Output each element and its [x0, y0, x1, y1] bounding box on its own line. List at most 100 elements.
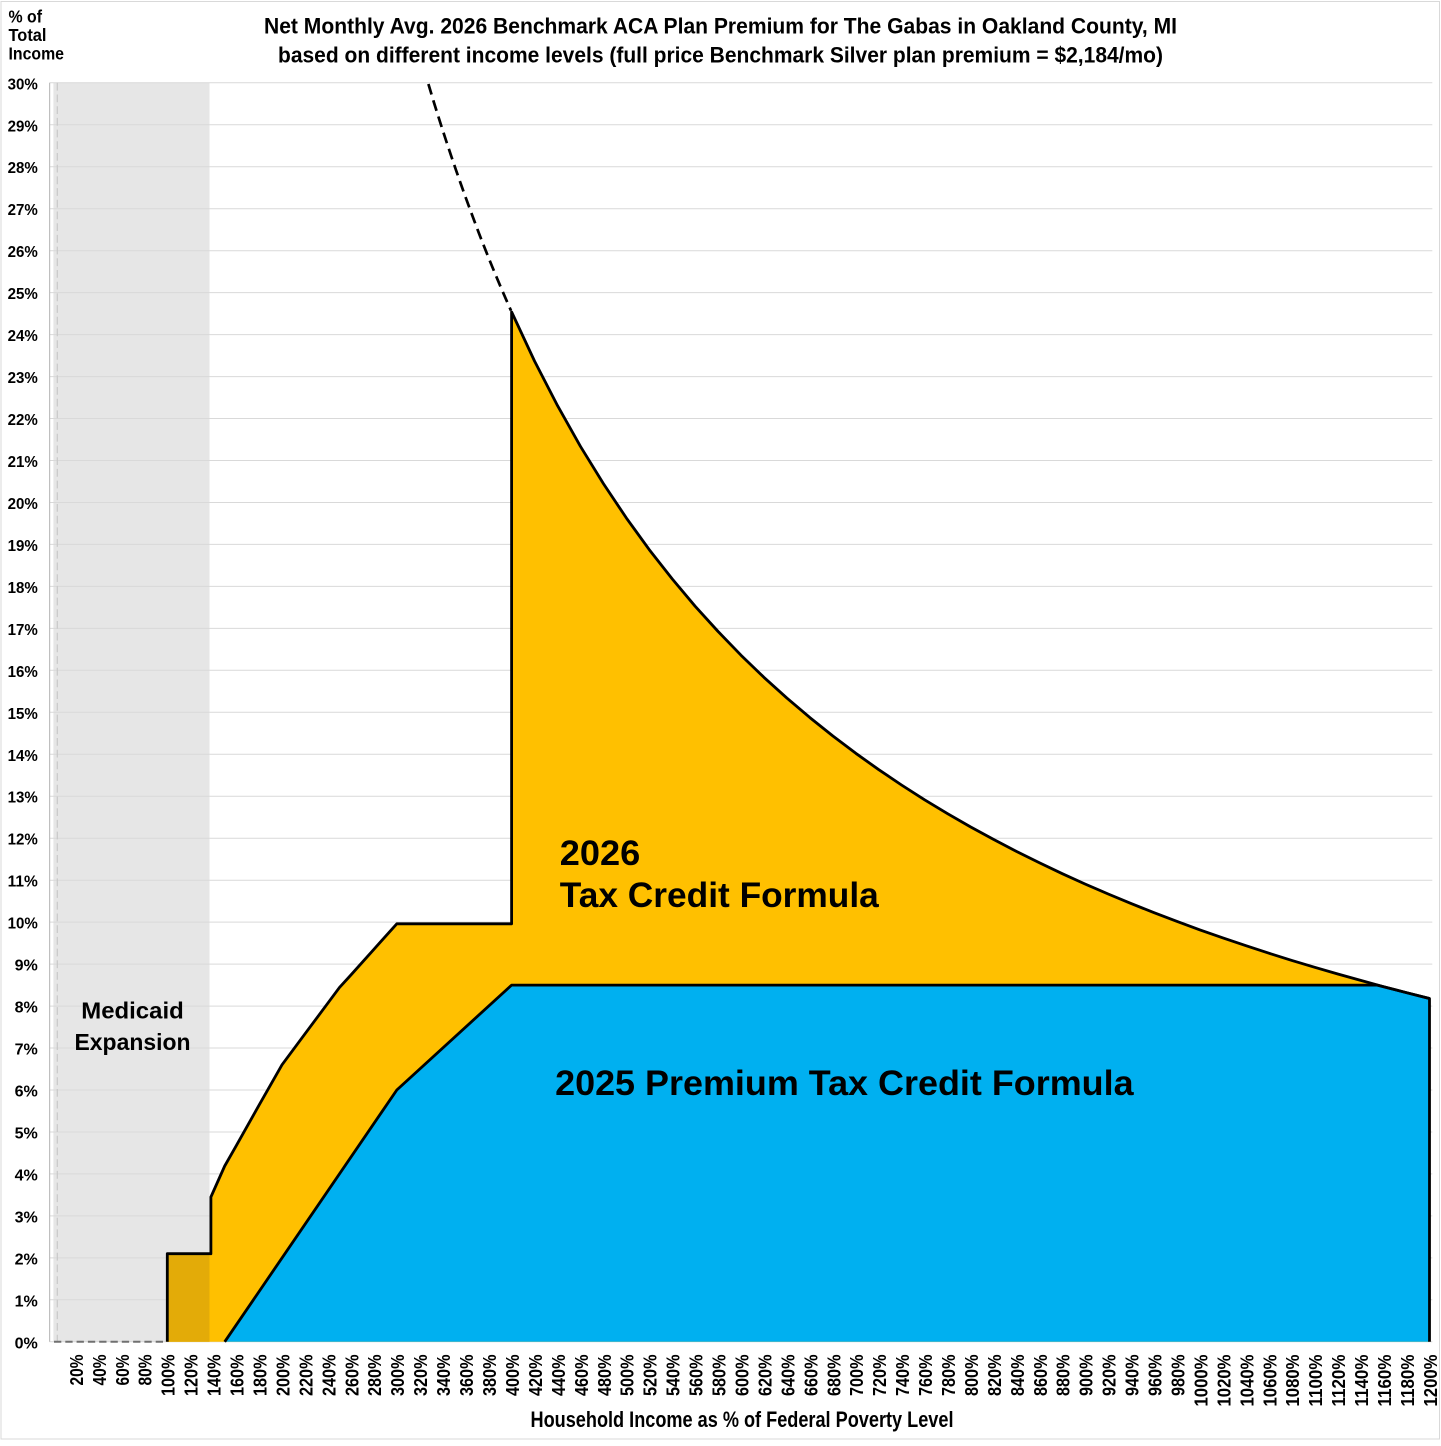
svg-text:10%: 10%: [8, 916, 38, 933]
svg-text:1%: 1%: [15, 1293, 38, 1310]
svg-text:25%: 25%: [8, 286, 38, 303]
svg-text:based on different income leve: based on different income levels (full p…: [278, 43, 1163, 68]
svg-text:30%: 30%: [8, 76, 38, 93]
svg-text:180%: 180%: [251, 1355, 271, 1397]
svg-text:2%: 2%: [15, 1251, 38, 1268]
svg-text:60%: 60%: [113, 1355, 133, 1386]
svg-text:880%: 880%: [1054, 1355, 1074, 1397]
svg-text:860%: 860%: [1031, 1355, 1051, 1397]
svg-text:220%: 220%: [296, 1355, 316, 1397]
svg-text:1120%: 1120%: [1329, 1355, 1349, 1407]
svg-text:660%: 660%: [801, 1355, 821, 1397]
svg-text:1100%: 1100%: [1306, 1355, 1326, 1407]
svg-text:9%: 9%: [15, 958, 38, 975]
svg-text:900%: 900%: [1077, 1355, 1097, 1397]
svg-text:920%: 920%: [1100, 1355, 1120, 1397]
svg-text:4%: 4%: [15, 1167, 38, 1184]
svg-text:760%: 760%: [916, 1355, 936, 1397]
svg-text:Net Monthly Avg. 2026 Benchmar: Net Monthly Avg. 2026 Benchmark ACA Plan…: [264, 14, 1177, 39]
svg-text:1200%: 1200%: [1421, 1355, 1441, 1407]
svg-text:29%: 29%: [8, 118, 38, 135]
svg-text:2026: 2026: [560, 834, 641, 873]
svg-text:19%: 19%: [8, 538, 38, 555]
svg-text:3%: 3%: [15, 1209, 38, 1226]
svg-text:1160%: 1160%: [1375, 1355, 1395, 1407]
svg-text:560%: 560%: [687, 1355, 707, 1397]
svg-text:100%: 100%: [159, 1355, 179, 1397]
svg-text:720%: 720%: [870, 1355, 890, 1397]
svg-text:5%: 5%: [15, 1126, 38, 1143]
svg-text:1140%: 1140%: [1352, 1355, 1372, 1407]
svg-text:2025 Premium Tax Credit Formul: 2025 Premium Tax Credit Formula: [555, 1064, 1134, 1103]
svg-text:7%: 7%: [15, 1042, 38, 1059]
svg-text:840%: 840%: [1008, 1355, 1028, 1397]
svg-text:1020%: 1020%: [1214, 1355, 1234, 1407]
svg-text:480%: 480%: [595, 1355, 615, 1397]
svg-text:420%: 420%: [526, 1355, 546, 1397]
svg-text:440%: 440%: [549, 1355, 569, 1397]
svg-text:140%: 140%: [205, 1355, 225, 1397]
svg-text:20%: 20%: [8, 496, 38, 513]
svg-text:24%: 24%: [8, 328, 38, 345]
svg-text:940%: 940%: [1123, 1355, 1143, 1397]
svg-text:22%: 22%: [8, 412, 38, 429]
svg-text:540%: 540%: [664, 1355, 684, 1397]
svg-text:Tax Credit Formula: Tax Credit Formula: [560, 876, 880, 915]
svg-text:740%: 740%: [893, 1355, 913, 1397]
svg-text:700%: 700%: [847, 1355, 867, 1397]
svg-text:17%: 17%: [8, 622, 38, 639]
svg-text:620%: 620%: [755, 1355, 775, 1397]
svg-text:520%: 520%: [641, 1355, 661, 1397]
svg-text:340%: 340%: [434, 1355, 454, 1397]
svg-text:80%: 80%: [136, 1355, 156, 1386]
svg-text:960%: 960%: [1146, 1355, 1166, 1397]
svg-text:240%: 240%: [319, 1355, 339, 1397]
svg-text:28%: 28%: [8, 160, 38, 177]
svg-text:% of: % of: [9, 7, 43, 27]
svg-text:820%: 820%: [985, 1355, 1005, 1397]
svg-text:1040%: 1040%: [1237, 1355, 1257, 1407]
svg-text:300%: 300%: [388, 1355, 408, 1397]
svg-text:27%: 27%: [8, 202, 38, 219]
svg-text:8%: 8%: [15, 1000, 38, 1017]
svg-text:6%: 6%: [15, 1084, 38, 1101]
svg-text:1080%: 1080%: [1283, 1355, 1303, 1407]
svg-text:21%: 21%: [8, 454, 38, 471]
svg-text:800%: 800%: [962, 1355, 982, 1397]
svg-text:20%: 20%: [67, 1355, 87, 1386]
svg-text:0%: 0%: [15, 1335, 38, 1352]
svg-text:320%: 320%: [411, 1355, 431, 1397]
svg-text:980%: 980%: [1169, 1355, 1189, 1397]
svg-text:14%: 14%: [8, 748, 38, 765]
svg-text:360%: 360%: [457, 1355, 477, 1397]
svg-text:40%: 40%: [90, 1355, 110, 1386]
svg-text:Income: Income: [9, 44, 65, 64]
svg-text:400%: 400%: [503, 1355, 523, 1397]
svg-text:1000%: 1000%: [1191, 1355, 1211, 1407]
svg-text:11%: 11%: [8, 874, 38, 891]
svg-text:23%: 23%: [8, 370, 38, 387]
svg-text:500%: 500%: [618, 1355, 638, 1397]
svg-text:600%: 600%: [732, 1355, 752, 1397]
svg-text:Household Income as % of Feder: Household Income as % of Federal Poverty…: [531, 1407, 954, 1432]
svg-text:280%: 280%: [365, 1355, 385, 1397]
svg-text:200%: 200%: [273, 1355, 293, 1397]
svg-text:580%: 580%: [710, 1355, 730, 1397]
svg-text:Medicaid: Medicaid: [81, 998, 184, 1024]
svg-text:18%: 18%: [8, 580, 38, 597]
svg-text:160%: 160%: [228, 1355, 248, 1397]
svg-text:780%: 780%: [939, 1355, 959, 1397]
svg-text:1060%: 1060%: [1260, 1355, 1280, 1407]
svg-text:260%: 260%: [342, 1355, 362, 1397]
svg-text:Total: Total: [9, 25, 47, 45]
svg-text:120%: 120%: [182, 1355, 202, 1397]
svg-text:15%: 15%: [8, 706, 38, 723]
svg-text:380%: 380%: [480, 1355, 500, 1397]
svg-text:640%: 640%: [778, 1355, 798, 1397]
svg-text:12%: 12%: [8, 832, 38, 849]
svg-text:680%: 680%: [824, 1355, 844, 1397]
svg-text:Expansion: Expansion: [75, 1029, 191, 1055]
svg-text:1180%: 1180%: [1398, 1355, 1418, 1407]
svg-text:13%: 13%: [8, 790, 38, 807]
svg-text:460%: 460%: [572, 1355, 592, 1397]
